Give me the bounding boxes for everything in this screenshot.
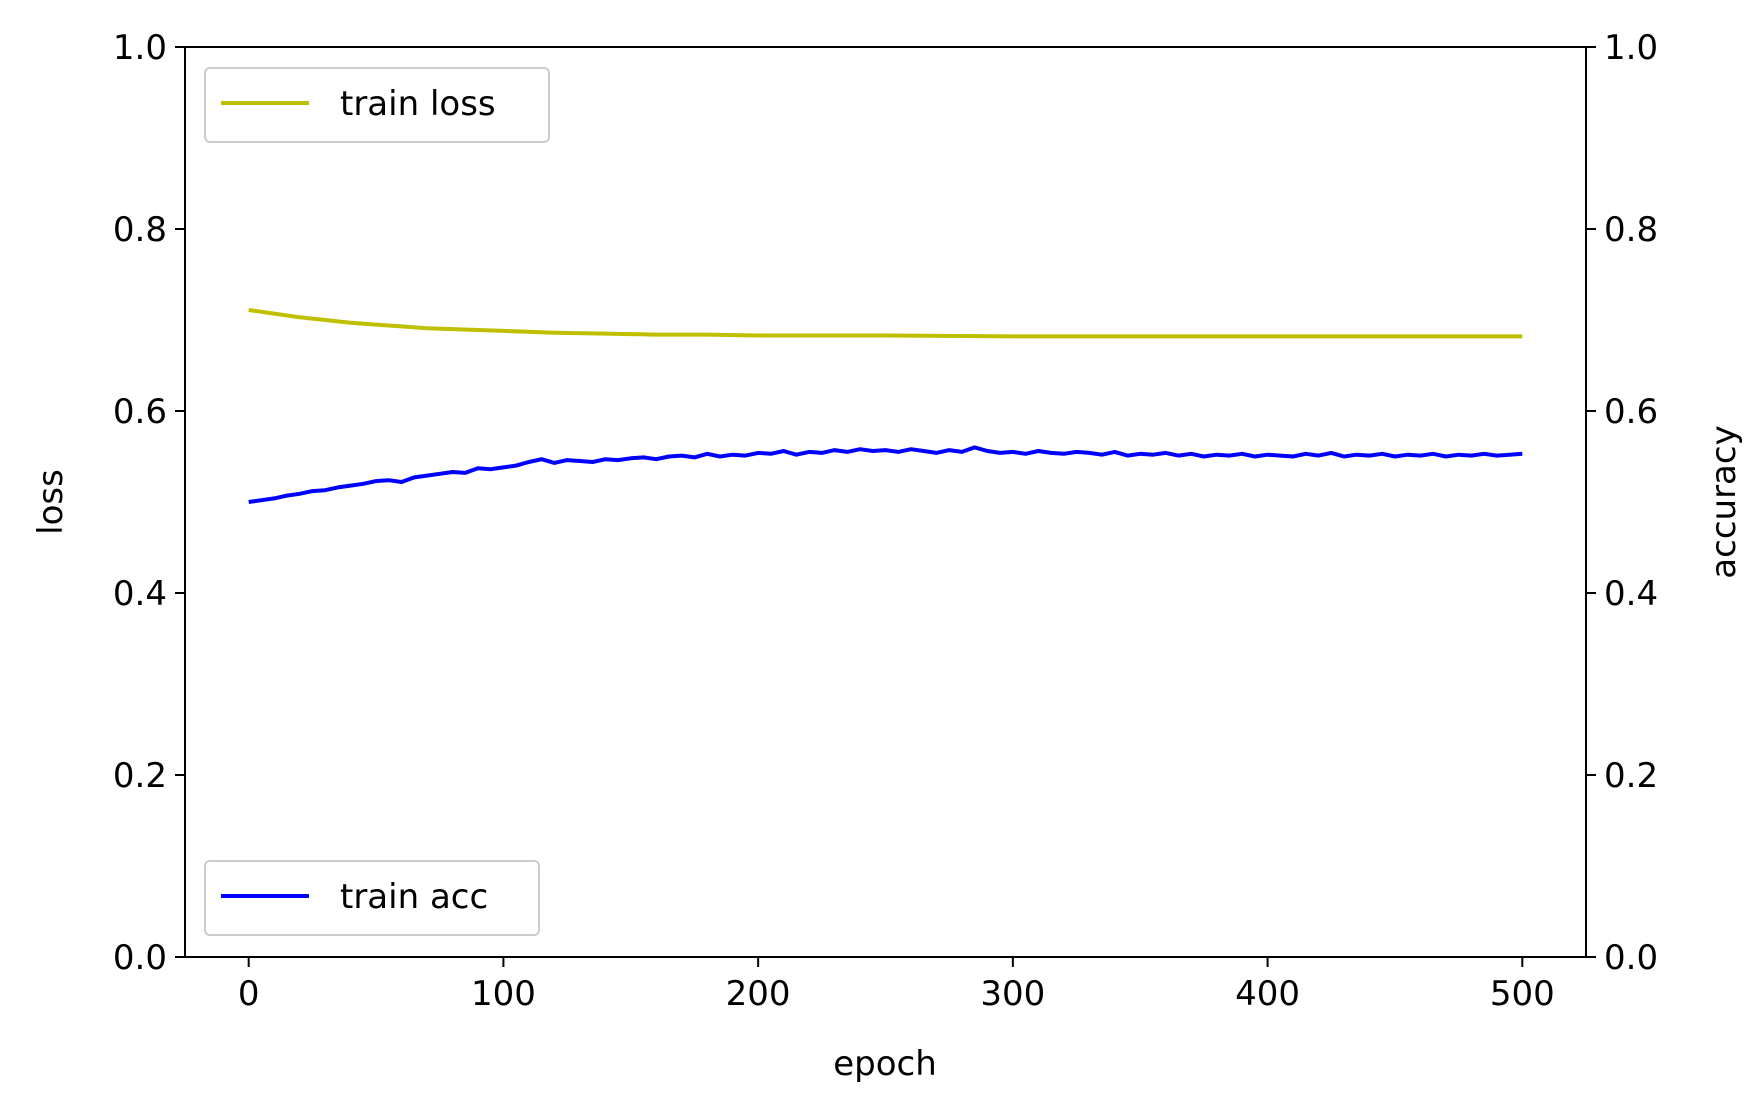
legend-box (204, 860, 540, 936)
right-y-tick-label: 0.2 (1604, 756, 1658, 796)
left-y-tick-label: 0.0 (113, 938, 167, 978)
left-y-tick-label: 0.6 (113, 392, 167, 432)
right-y-tick-label: 1.0 (1604, 28, 1658, 68)
right-y-tick-label: 0.6 (1604, 392, 1658, 432)
right-y-axis: 0.0 0.2 0.4 0.6 0.8 1.0 (1586, 28, 1658, 978)
legend-train-loss: train loss (204, 67, 550, 143)
x-tick-label: 0 (238, 974, 260, 1014)
legend-train-acc: train acc (204, 860, 540, 936)
x-tick-label: 200 (726, 974, 791, 1014)
x-tick-label: 500 (1490, 974, 1555, 1014)
right-y-tick-label: 0.0 (1604, 938, 1658, 978)
x-tick-label: 300 (980, 974, 1045, 1014)
left-y-tick-label: 1.0 (113, 28, 167, 68)
x-axis: 0 100 200 300 400 500 (238, 957, 1555, 1014)
plot-frame (184, 46, 1587, 958)
series-line-train-acc (248, 445, 1523, 504)
x-axis-title: epoch (833, 1044, 937, 1084)
right-y-axis-title: accuracy (1704, 425, 1744, 578)
right-y-tick-label: 0.8 (1604, 210, 1658, 250)
x-tick-label: 100 (471, 974, 536, 1014)
left-y-tick-label: 0.8 (113, 210, 167, 250)
left-y-tick-label: 0.4 (113, 574, 167, 614)
legend-box (204, 67, 550, 143)
legend-label-train-acc: train acc (340, 877, 488, 917)
left-y-axis: 0.0 0.2 0.4 0.6 0.8 1.0 (113, 28, 185, 978)
right-y-tick-label: 0.4 (1604, 574, 1658, 614)
left-y-axis-title: loss (31, 469, 71, 535)
series-line-train-loss (248, 308, 1523, 339)
x-tick-label: 400 (1235, 974, 1300, 1014)
left-y-tick-label: 0.2 (113, 756, 167, 796)
series-layer (248, 308, 1523, 504)
legend-label-train-loss: train loss (340, 84, 496, 124)
